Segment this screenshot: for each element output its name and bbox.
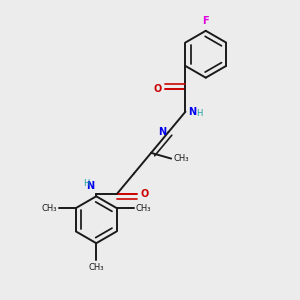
Text: CH₃: CH₃ <box>88 263 104 272</box>
Text: N: N <box>188 107 196 117</box>
Text: O: O <box>140 189 148 199</box>
Text: CH₃: CH₃ <box>173 154 189 163</box>
Text: CH₃: CH₃ <box>41 203 56 212</box>
Text: N: N <box>158 127 166 137</box>
Text: O: O <box>154 84 162 94</box>
Text: H: H <box>84 179 90 188</box>
Text: N: N <box>86 181 94 191</box>
Text: H: H <box>196 109 202 118</box>
Text: F: F <box>202 16 209 26</box>
Text: CH₃: CH₃ <box>136 203 152 212</box>
